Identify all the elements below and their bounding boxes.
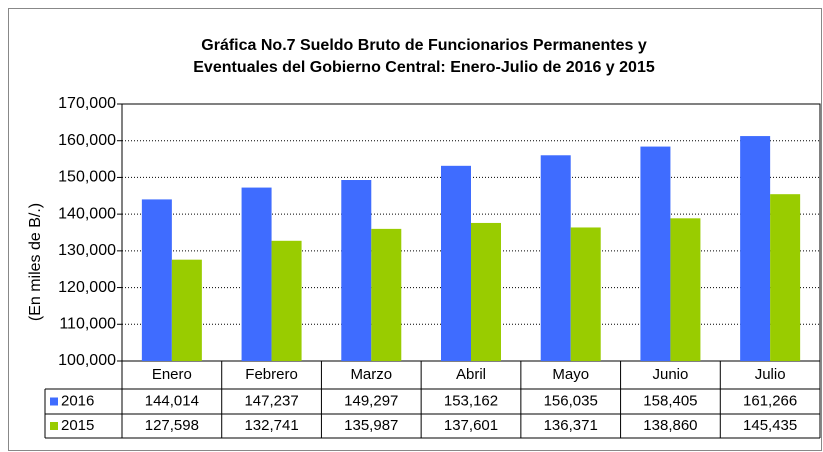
table-value: 149,297 [344, 392, 398, 409]
table-value: 136,371 [544, 417, 598, 434]
table-value: 147,237 [244, 392, 298, 409]
y-tick-label: 130,000 [58, 242, 116, 259]
y-axis-label: (En miles de B/.) [27, 203, 44, 321]
bar [670, 218, 701, 361]
bar [341, 180, 372, 361]
y-tick-label: 110,000 [59, 316, 116, 333]
bar [570, 227, 601, 361]
table-value: 153,162 [444, 392, 498, 409]
bar [770, 194, 801, 361]
bar [271, 240, 302, 361]
y-tick-label: 150,000 [58, 169, 116, 186]
table-value: 138,860 [643, 417, 697, 434]
x-tick-label: Abril [456, 366, 486, 383]
y-tick-label: 160,000 [58, 132, 116, 149]
x-tick-label: Enero [152, 366, 192, 383]
y-tick-label: 120,000 [58, 279, 116, 296]
table-value: 137,601 [444, 417, 498, 434]
y-tick-label: 170,000 [58, 95, 116, 112]
x-tick-label: Julio [755, 366, 786, 383]
bar [640, 146, 671, 361]
table-value: 145,435 [743, 417, 797, 434]
x-tick-label: Junio [652, 366, 688, 383]
bar [740, 136, 771, 361]
chart-title: Gráfica No.7 Sueldo Bruto de Funcionario… [201, 37, 647, 54]
y-tick-label: 140,000 [58, 205, 116, 222]
table-value: 135,987 [344, 417, 398, 434]
table-value: 132,741 [244, 417, 298, 434]
table-value: 161,266 [743, 392, 797, 409]
x-tick-label: Febrero [245, 366, 298, 383]
table-value: 158,405 [643, 392, 697, 409]
bar [441, 165, 471, 361]
bar [141, 199, 172, 361]
legend-swatch [50, 397, 58, 406]
bar [241, 187, 272, 361]
legend-label: 2016 [61, 392, 94, 409]
table-value: 144,014 [145, 392, 199, 409]
y-tick-label: 100,000 [58, 352, 116, 369]
table-value: 127,598 [145, 417, 199, 434]
table-value: 156,035 [544, 392, 598, 409]
bar [171, 259, 202, 361]
x-tick-label: Mayo [552, 366, 589, 383]
legend-swatch [50, 422, 58, 430]
chart-title: Eventuales del Gobierno Central: Enero-J… [193, 59, 655, 76]
legend-label: 2015 [61, 417, 94, 434]
bar [540, 155, 571, 361]
x-tick-label: Marzo [350, 366, 392, 383]
bar [471, 222, 501, 361]
bar [371, 228, 402, 361]
